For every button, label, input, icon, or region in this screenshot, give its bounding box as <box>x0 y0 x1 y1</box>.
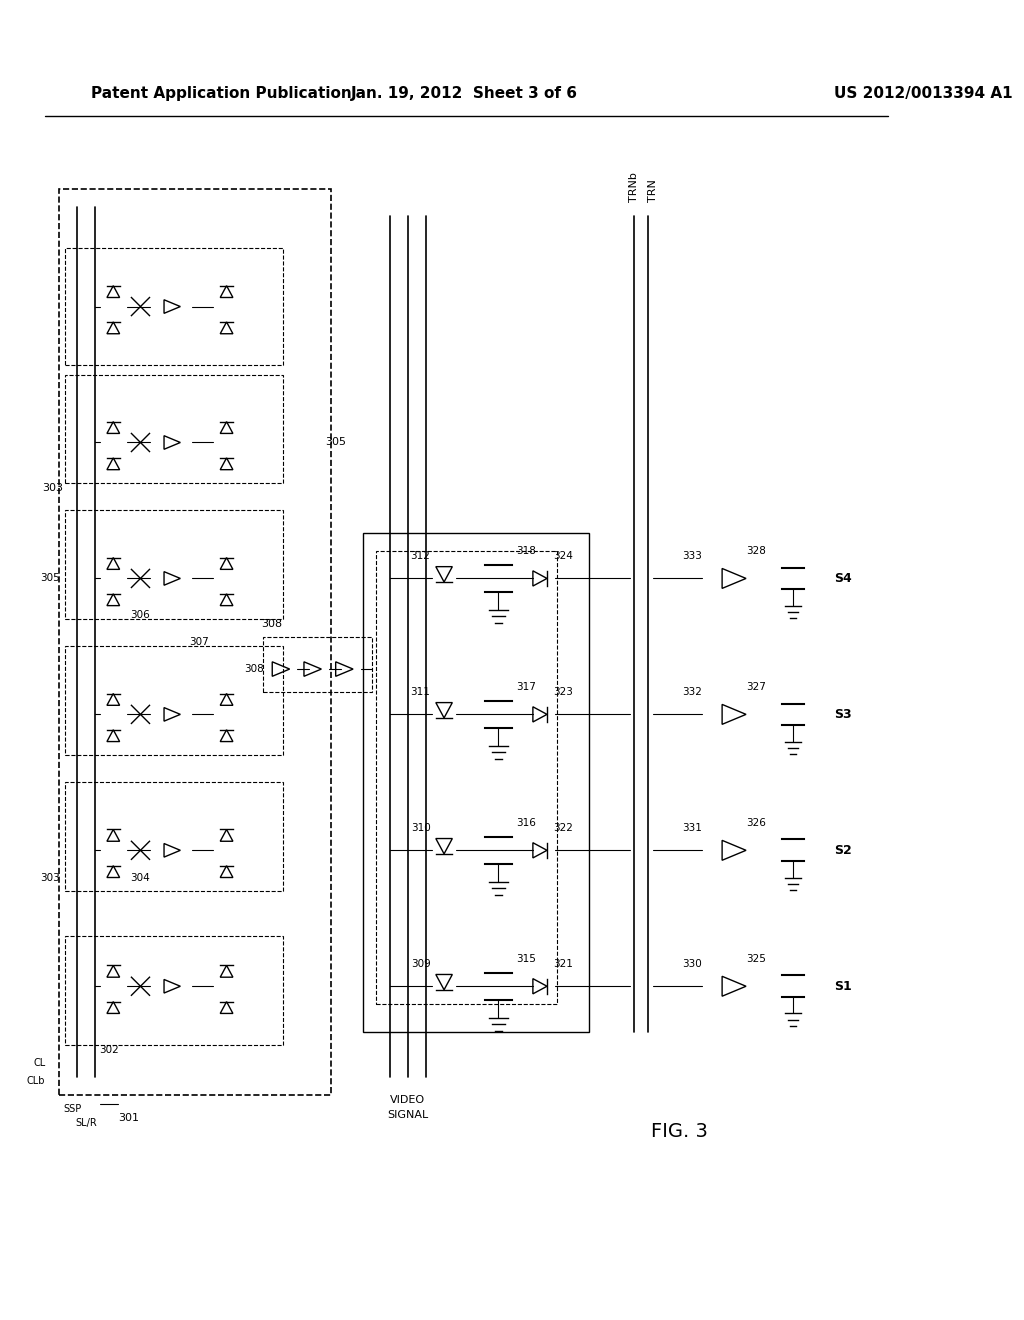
Bar <box>66 248 283 366</box>
Text: 305: 305 <box>40 573 59 583</box>
Text: 308: 308 <box>261 619 283 628</box>
Text: 302: 302 <box>99 1044 119 1055</box>
Text: 323: 323 <box>553 686 572 697</box>
Text: S2: S2 <box>834 843 852 857</box>
Bar <box>66 783 283 891</box>
Text: 303: 303 <box>40 873 59 883</box>
Bar <box>362 533 589 1031</box>
Text: 310: 310 <box>411 822 430 833</box>
Text: 303: 303 <box>42 483 63 492</box>
Text: 328: 328 <box>745 546 766 556</box>
Text: 306: 306 <box>131 610 151 619</box>
Text: US 2012/0013394 A1: US 2012/0013394 A1 <box>834 86 1013 102</box>
Text: 311: 311 <box>411 686 430 697</box>
Text: 330: 330 <box>683 958 702 969</box>
Text: 308: 308 <box>244 664 263 675</box>
Text: 321: 321 <box>553 958 572 969</box>
Text: SSP: SSP <box>63 1104 82 1114</box>
Text: 304: 304 <box>131 873 151 883</box>
Text: TRN: TRN <box>647 180 657 202</box>
Text: 333: 333 <box>682 550 702 561</box>
Text: SIGNAL: SIGNAL <box>387 1110 428 1119</box>
Bar <box>376 552 557 1005</box>
Bar <box>66 647 283 755</box>
Text: 309: 309 <box>411 958 430 969</box>
Text: 317: 317 <box>516 682 537 692</box>
Text: 307: 307 <box>189 636 209 647</box>
Text: 316: 316 <box>516 818 537 828</box>
Text: TRNb: TRNb <box>630 173 639 202</box>
Bar <box>66 511 283 619</box>
Text: Jan. 19, 2012  Sheet 3 of 6: Jan. 19, 2012 Sheet 3 of 6 <box>350 86 578 102</box>
Bar <box>66 936 283 1045</box>
Text: S3: S3 <box>834 708 851 721</box>
Bar <box>66 375 283 483</box>
Text: S4: S4 <box>834 572 852 585</box>
Text: 322: 322 <box>553 822 572 833</box>
Text: 332: 332 <box>682 686 702 697</box>
Text: 315: 315 <box>516 954 537 964</box>
Text: VIDEO: VIDEO <box>390 1094 425 1105</box>
Text: CLb: CLb <box>27 1076 45 1086</box>
Text: 325: 325 <box>745 954 766 964</box>
Text: 327: 327 <box>745 682 766 692</box>
Text: 331: 331 <box>682 822 702 833</box>
Text: S1: S1 <box>834 979 852 993</box>
Text: Patent Application Publication: Patent Application Publication <box>91 86 351 102</box>
Bar <box>59 189 331 1096</box>
Text: 301: 301 <box>118 1113 139 1123</box>
Text: FIG. 3: FIG. 3 <box>651 1122 709 1140</box>
Text: 318: 318 <box>516 546 537 556</box>
Text: 324: 324 <box>553 550 572 561</box>
Text: SL/R: SL/R <box>75 1118 97 1127</box>
Text: 312: 312 <box>411 550 430 561</box>
Text: 305: 305 <box>325 437 346 447</box>
Text: CL: CL <box>33 1059 45 1068</box>
Text: 326: 326 <box>745 818 766 828</box>
Bar <box>263 638 372 692</box>
